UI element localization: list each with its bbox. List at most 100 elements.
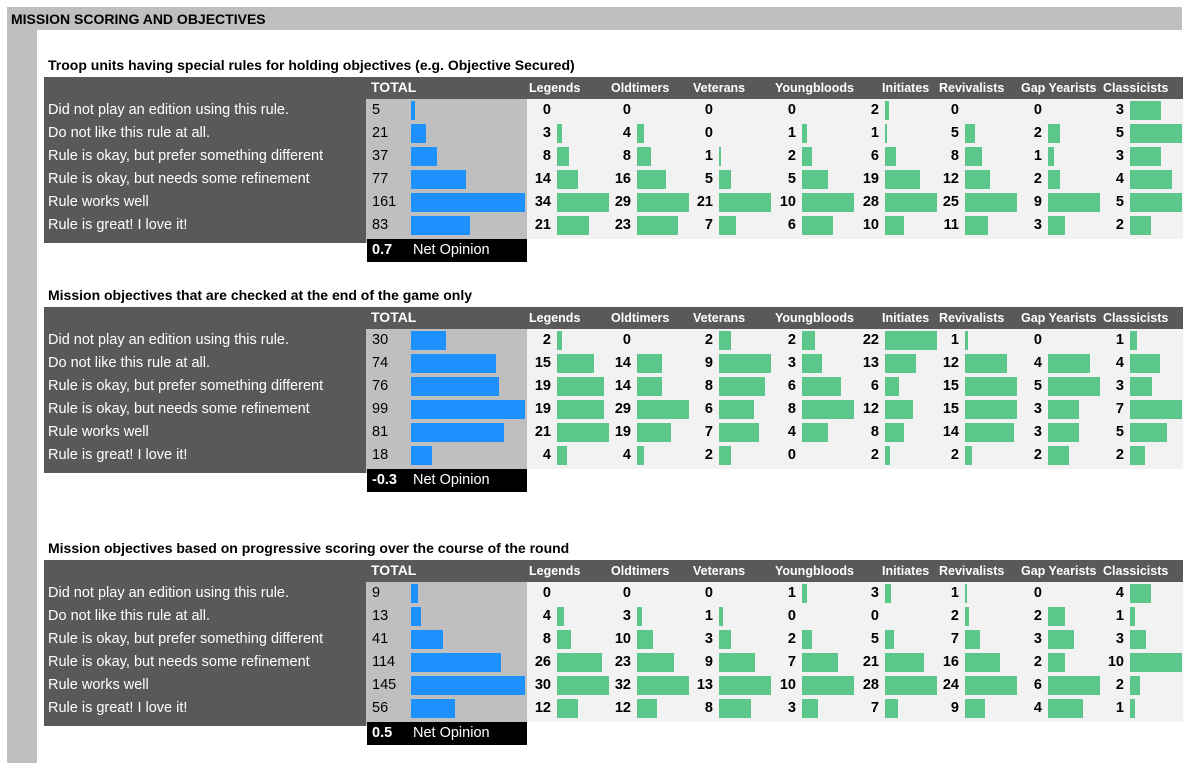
group-bar: [719, 446, 731, 465]
group-bar: [637, 676, 689, 695]
group-value: 4: [1033, 355, 1042, 371]
group-bar: [1048, 124, 1060, 143]
total-bar: [411, 584, 418, 603]
row-label: Did not play an edition using this rule.: [48, 102, 290, 118]
group-bar: [965, 607, 969, 626]
group-bar: [1130, 630, 1146, 649]
group-value: 2: [787, 148, 796, 164]
group-value: 3: [1115, 378, 1124, 394]
group-bar: [885, 193, 937, 212]
group-value: 6: [1033, 677, 1042, 693]
group-value: 2: [1033, 125, 1042, 141]
total-header-label: TOTAL: [371, 309, 417, 325]
total-bar: [411, 193, 525, 212]
total-value: 77: [372, 171, 389, 187]
group-bar: [1130, 101, 1161, 120]
group-bar: [1048, 676, 1100, 695]
group-bar: [802, 147, 812, 166]
group-value: 0: [542, 585, 551, 601]
group-value: 19: [862, 171, 879, 187]
group-name: Initiates: [882, 81, 930, 95]
group-bar: [802, 676, 854, 695]
group-columns: 2 15 19 19 21 4 0 14 14 29 19 4 2 9 8 6 7 2 2 3 6 8 4 0 22 13 6 12 8…: [527, 329, 1183, 469]
group-bar: [1130, 446, 1145, 465]
group-value: 4: [622, 447, 631, 463]
total-value: 37: [372, 148, 389, 164]
group-value: 1: [870, 125, 879, 141]
group-value: 2: [1115, 447, 1124, 463]
group-value: 3: [1115, 148, 1124, 164]
group-bar: [1048, 354, 1090, 373]
group-bar: [637, 124, 644, 143]
group-value: 10: [862, 217, 879, 233]
group-value: 0: [1033, 102, 1042, 118]
group-value: 14: [614, 355, 631, 371]
group-value: 2: [787, 332, 796, 348]
group-bar: [557, 124, 562, 143]
group-bar: [719, 423, 759, 442]
group-name: Classicists: [1103, 564, 1169, 578]
group-bar: [719, 193, 771, 212]
group-value: 10: [614, 631, 631, 647]
group-bar: [1048, 653, 1065, 672]
group-value: 3: [1033, 631, 1042, 647]
group-bar: [557, 699, 578, 718]
group-value: 3: [787, 700, 796, 716]
group-value: 6: [870, 148, 879, 164]
group-value: 0: [704, 102, 713, 118]
group-value: 15: [942, 401, 959, 417]
group-value: 1: [704, 608, 713, 624]
group-value: 13: [862, 355, 879, 371]
group-bar: [557, 331, 562, 350]
group-bar: [885, 584, 891, 603]
group-name: Youngbloods: [775, 311, 854, 325]
group-bar: [1130, 676, 1140, 695]
group-value: 24: [942, 677, 959, 693]
group-name: Youngbloods: [775, 81, 854, 95]
group-bar: [802, 423, 828, 442]
total-bar: [411, 377, 499, 396]
group-value: 1: [787, 125, 796, 141]
group-bar: [719, 400, 754, 419]
group-bar: [1048, 193, 1100, 212]
group-bar: [637, 653, 674, 672]
total-bar: [411, 699, 455, 718]
group-bar: [1130, 193, 1182, 212]
total-bar: [411, 124, 426, 143]
group-value: 21: [696, 194, 713, 210]
group-value: 12: [862, 401, 879, 417]
total-bar: [411, 653, 501, 672]
group-value: 0: [704, 585, 713, 601]
group-bar: [1130, 331, 1137, 350]
group-name: Revivalists: [939, 311, 1005, 325]
group-value: 14: [534, 171, 551, 187]
row-label: Rule is okay, but prefer something diffe…: [48, 378, 324, 394]
group-value: 7: [704, 217, 713, 233]
group-bar: [719, 170, 731, 189]
group-value: 1: [950, 332, 959, 348]
group-bar: [719, 676, 771, 695]
group-value: 5: [704, 171, 713, 187]
group-value: 3: [1033, 424, 1042, 440]
group-bar: [965, 584, 967, 603]
group-bar: [719, 630, 731, 649]
group-value: 2: [542, 332, 551, 348]
total-value: 13: [372, 608, 389, 624]
total-bar: [411, 446, 432, 465]
group-bar: [965, 377, 1017, 396]
group-value: 5: [1033, 378, 1042, 394]
row-label: Rule is okay, but needs some refinement: [48, 171, 310, 187]
group-bar: [719, 377, 765, 396]
group-bar: [885, 630, 894, 649]
group-value: 3: [622, 608, 631, 624]
group-bar: [802, 124, 807, 143]
group-value: 1: [950, 585, 959, 601]
total-value: 56: [372, 700, 389, 716]
group-bar: [557, 653, 602, 672]
total-bar: [411, 630, 443, 649]
group-bar: [802, 170, 828, 189]
total-bar: [411, 423, 504, 442]
group-bar: [557, 446, 567, 465]
group-value: 9: [704, 654, 713, 670]
group-value: 29: [614, 401, 631, 417]
